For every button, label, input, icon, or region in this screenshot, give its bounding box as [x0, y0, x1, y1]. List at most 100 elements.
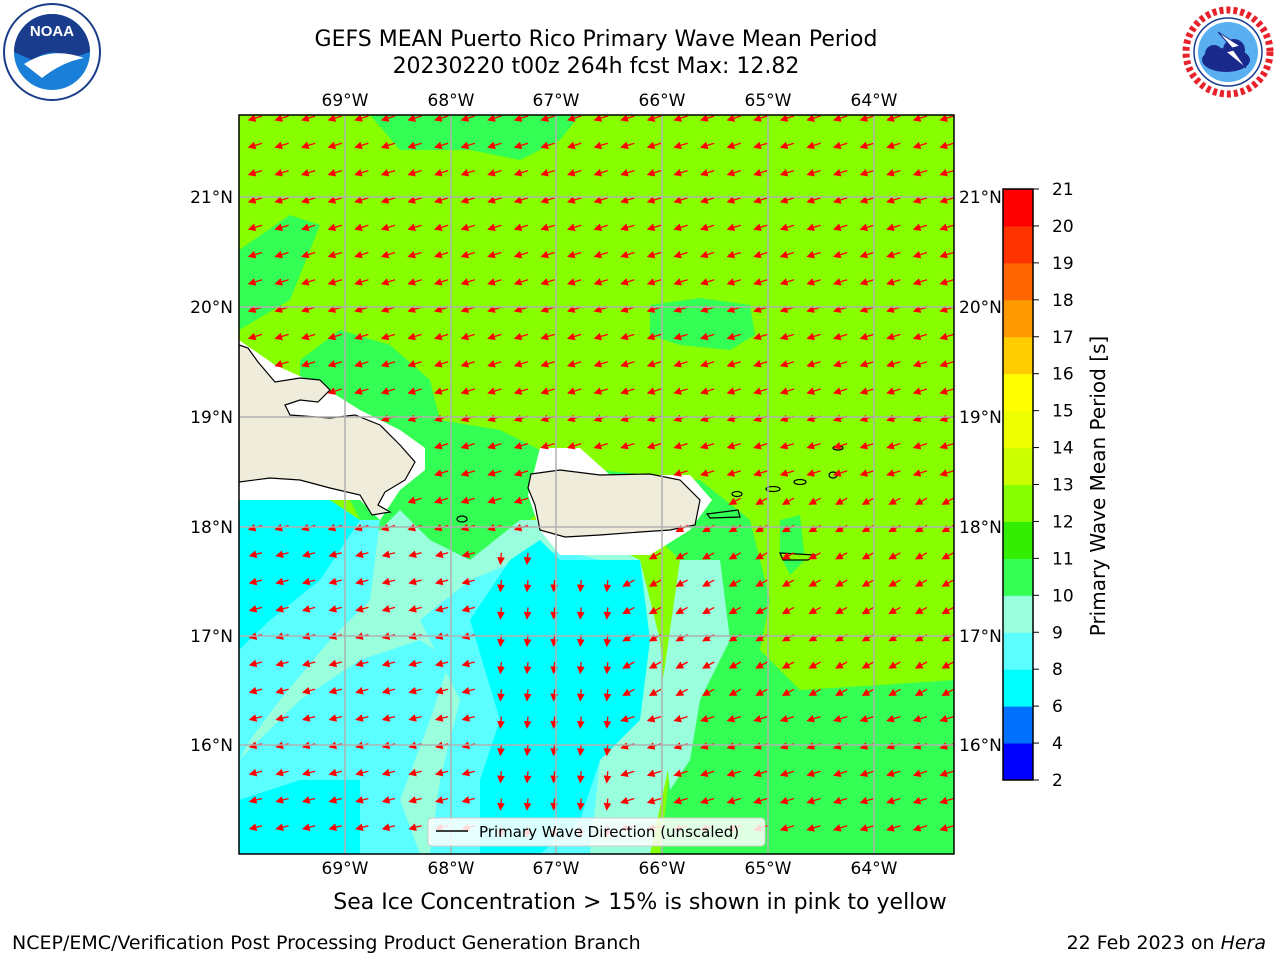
- wave-arrow: [434, 714, 449, 722]
- wave-arrow: [726, 360, 741, 368]
- wave-arrow: [460, 387, 475, 395]
- wave-arrow: [806, 250, 821, 259]
- wave-arrow: [408, 714, 422, 722]
- wave-arrow: [675, 606, 688, 615]
- wave-arrow: [886, 250, 901, 259]
- wave-arrow: [702, 579, 715, 587]
- wave-arrow: [779, 332, 795, 341]
- wave-arrow: [461, 605, 475, 613]
- wave-arrow: [699, 332, 715, 341]
- wave-arrow: [274, 250, 289, 259]
- wave-arrow: [699, 387, 715, 395]
- wave-arrow: [753, 441, 768, 450]
- wave-arrow: [460, 305, 475, 313]
- wave-arrow: [806, 141, 821, 150]
- wave-arrow: [566, 196, 582, 204]
- wave-arrow: [912, 796, 928, 805]
- wave-arrow: [461, 550, 475, 559]
- colorbar-swatch: [1003, 225, 1033, 264]
- wave-arrow: [755, 688, 768, 696]
- wave-arrow: [328, 768, 342, 777]
- wave-arrow: [275, 659, 289, 668]
- wave-arrow: [566, 360, 582, 368]
- wave-arrow: [620, 250, 635, 259]
- colorbar-tick-label: 6: [1052, 697, 1063, 717]
- wave-arrow: [407, 196, 422, 204]
- wave-arrow: [859, 332, 874, 341]
- wave-arrow: [622, 688, 635, 696]
- wave-arrow: [380, 305, 396, 313]
- colorbar-tick-label: 11: [1052, 549, 1074, 569]
- wave-arrow: [939, 824, 954, 832]
- wave-arrow: [301, 605, 316, 613]
- wave-arrow: [301, 768, 316, 777]
- wave-arrow: [593, 332, 608, 341]
- wave-arrow: [779, 360, 795, 368]
- wave-arrow: [753, 796, 768, 805]
- wave-arrow: [914, 552, 928, 560]
- wave-arrow: [648, 579, 662, 587]
- wave-arrow: [832, 769, 848, 778]
- wave-arrow: [699, 469, 715, 477]
- colorbar-swatch: [1003, 262, 1033, 301]
- wave-arrow: [832, 278, 848, 286]
- wave-arrow: [355, 659, 369, 668]
- wave-arrow: [354, 168, 369, 177]
- wave-arrow: [888, 579, 901, 587]
- wave-arrow: [460, 196, 475, 204]
- wave-arrow: [941, 688, 954, 696]
- wave-arrow: [673, 469, 688, 477]
- wave-arrow: [888, 552, 901, 560]
- wave-arrow: [593, 196, 608, 204]
- wave-arrow: [699, 168, 715, 177]
- wave-arrow: [779, 387, 795, 395]
- wave-arrow: [603, 771, 612, 784]
- wave-arrow: [886, 824, 901, 832]
- wave-arrow: [433, 496, 449, 505]
- wave-arrow: [300, 305, 316, 313]
- wave-arrow: [835, 497, 848, 505]
- wave-arrow: [354, 223, 369, 232]
- wave-arrow: [859, 305, 874, 313]
- lat-label-right: 16°N: [959, 736, 1002, 756]
- lat-label-right: 18°N: [959, 518, 1002, 538]
- wave-arrow: [550, 716, 559, 729]
- wave-arrow: [434, 796, 449, 804]
- wave-arrow: [461, 714, 475, 722]
- wave-arrow: [513, 278, 529, 286]
- wave-arrow: [328, 659, 342, 668]
- wave-arrow: [835, 552, 848, 560]
- wave-arrow: [726, 168, 741, 177]
- wave-arrow: [487, 387, 502, 395]
- wave-arrow: [648, 606, 662, 615]
- wave-arrow: [327, 115, 342, 122]
- wave-arrow: [301, 796, 316, 804]
- wave-arrow: [550, 798, 559, 811]
- wave-arrow: [646, 168, 662, 177]
- wave-arrow: [861, 688, 875, 696]
- wave-arrow: [487, 115, 502, 122]
- wave-arrow: [939, 332, 954, 341]
- wave-arrow: [861, 552, 875, 560]
- lat-label-left: 20°N: [190, 298, 233, 318]
- wave-arrow: [726, 196, 741, 204]
- wave-arrow: [753, 769, 768, 778]
- wave-arrow: [381, 577, 396, 586]
- wave-arrow: [779, 168, 795, 177]
- wave-arrow: [939, 387, 954, 395]
- wave-arrow: [726, 278, 741, 286]
- wave-arrow: [808, 579, 821, 587]
- wave-arrow: [699, 305, 715, 313]
- wave-arrow: [914, 579, 928, 587]
- wave-arrow: [523, 552, 532, 566]
- wave-arrow: [301, 659, 316, 668]
- wave-arrow: [327, 196, 342, 204]
- wave-arrow: [620, 387, 635, 395]
- wave-arrow: [939, 305, 954, 313]
- wave-arrow: [726, 223, 741, 232]
- lon-label-top: 68°W: [428, 91, 475, 111]
- wave-arrow: [781, 497, 795, 505]
- wave-arrow: [566, 387, 582, 395]
- wave-arrow: [859, 278, 874, 286]
- wave-arrow: [274, 168, 289, 177]
